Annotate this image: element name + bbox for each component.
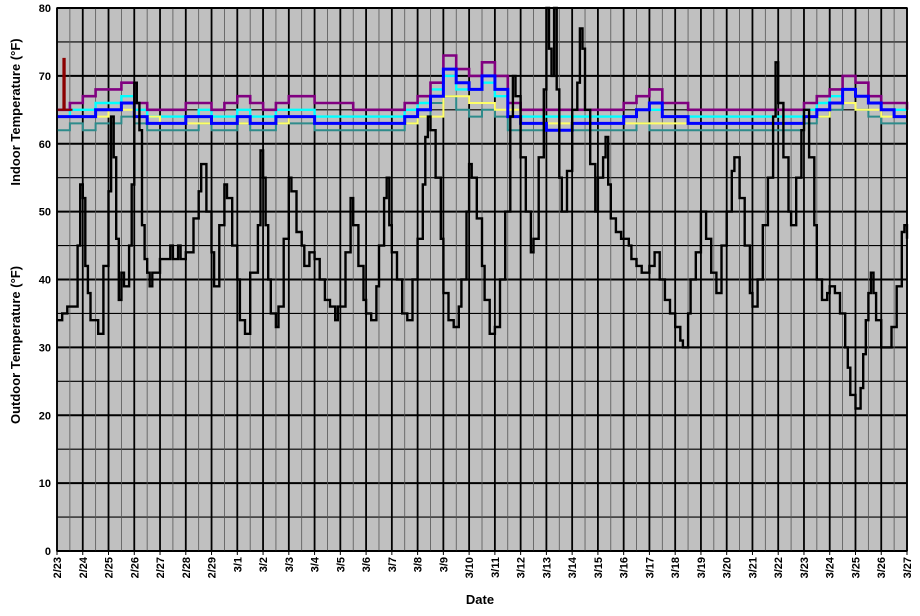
x-tick-label: 3/12 bbox=[516, 557, 528, 578]
x-tick-label: 2/24 bbox=[78, 556, 90, 578]
x-tick-label: 3/18 bbox=[670, 557, 682, 578]
series-line bbox=[57, 57, 73, 111]
y-tick-label: 20 bbox=[39, 410, 51, 422]
x-tick-label: 2/26 bbox=[129, 557, 141, 578]
x-tick-label: 2/25 bbox=[104, 557, 116, 578]
series-layer bbox=[57, 6, 909, 410]
x-tick-label: 3/9 bbox=[438, 557, 450, 572]
x-tick-label: 3/24 bbox=[825, 556, 837, 578]
y-axis-title-indoor: Indoor Temperature (°F) bbox=[8, 38, 23, 185]
x-tick-label: 3/2 bbox=[258, 557, 270, 572]
x-tick-label: 3/16 bbox=[619, 557, 631, 578]
x-tick-label: 3/27 bbox=[902, 557, 914, 578]
x-tick-label: 3/23 bbox=[799, 557, 811, 578]
y-tick-label: 50 bbox=[39, 207, 51, 219]
y-tick-label: 60 bbox=[39, 139, 51, 151]
x-tick-label: 3/5 bbox=[335, 557, 347, 572]
series-line bbox=[57, 95, 907, 132]
x-tick-label: 3/3 bbox=[284, 557, 296, 572]
y-tick-label: 10 bbox=[39, 478, 51, 490]
y-tick-label: 30 bbox=[39, 342, 51, 354]
y-tick-label: 80 bbox=[39, 3, 51, 15]
y-axis-ticks: 0 10 20 30 40 50 60 70 80 bbox=[39, 3, 51, 558]
x-tick-label: 2/23 bbox=[52, 557, 64, 578]
y-tick-label: 0 bbox=[45, 546, 51, 558]
x-tick-label: 3/7 bbox=[387, 557, 399, 572]
x-tick-label: 3/6 bbox=[361, 557, 373, 572]
series-line bbox=[57, 67, 907, 132]
x-tick-label: 2/27 bbox=[155, 557, 167, 578]
y-tick-label: 70 bbox=[39, 71, 51, 83]
series-line bbox=[57, 54, 909, 112]
x-tick-label: 3/20 bbox=[722, 557, 734, 578]
x-axis-ticks: 2/23 2/24 2/25 2/26 2/27 2/28 2/29 3/1 3/2 3/3 3/4… bbox=[52, 551, 914, 578]
x-tick-label: 3/13 bbox=[541, 557, 553, 578]
x-tick-label: 3/11 bbox=[490, 557, 502, 578]
plot-frame bbox=[56, 7, 908, 552]
x-tick-label: 2/28 bbox=[181, 557, 193, 578]
x-tick-label: 3/15 bbox=[593, 557, 605, 578]
x-tick-label: 3/25 bbox=[850, 557, 862, 578]
y-axis-title-outdoor: Outdoor Temperature (°F) bbox=[8, 266, 23, 424]
x-tick-label: 3/14 bbox=[567, 556, 579, 578]
x-tick-label: 3/8 bbox=[413, 557, 425, 572]
y-tick-label: 40 bbox=[39, 275, 51, 287]
x-tick-label: 2/29 bbox=[207, 557, 219, 578]
x-tick-label: 3/19 bbox=[696, 557, 708, 578]
x-tick-label: 3/1 bbox=[232, 557, 244, 572]
x-tick-label: 3/10 bbox=[464, 557, 476, 578]
x-axis-title: Date bbox=[466, 592, 494, 607]
x-tick-label: 3/17 bbox=[644, 557, 656, 578]
x-tick-label: 3/22 bbox=[773, 557, 785, 578]
x-tick-label: 3/4 bbox=[310, 556, 322, 572]
series-line bbox=[57, 6, 909, 410]
x-tick-label: 3/26 bbox=[876, 557, 888, 578]
x-tick-label: 3/21 bbox=[747, 557, 759, 578]
